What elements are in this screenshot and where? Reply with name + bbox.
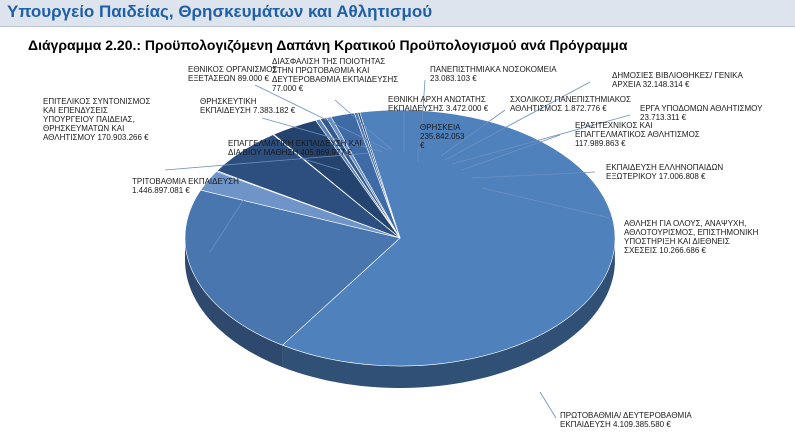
pie-slice-primary [281,109,616,367]
pie-slice-sport_all [357,111,401,239]
slice-label-primary: ΠΡΩΤΟΒΑΘΜΙΑ/ ΔΕΥΤΕΡΟΒΑΘΜΙΑ ΕΚΠΑΙΔΕΥΣΗ 4.1… [560,411,692,429]
leader-line-vocational [299,157,341,171]
slice-label-religions: ΘΡΗΣΚΕΙΑ 235.842.053 € [420,123,465,150]
leader-line-coordination [164,152,371,171]
leader-line-amateur_pro [461,134,561,171]
slice-label-infrastructure: ΕΡΓΑ ΥΠΟΔΟΜΩΝ ΑΘΛΗΤΙΣΜΟΥ 23.713.311 € [640,104,763,122]
leader-line-exams [254,84,389,151]
slice-label-amateur_pro: ΕΡΑΣΙΤΕΧΝΙΚΟΣ ΚΑΙ ΕΠΑΓΓΕΛΜΑΤΙΚΟΣ ΑΘΛΗΤΙΣΜ… [575,121,700,148]
leader-line-abroad [471,171,596,179]
slice-label-abroad: ΕΚΠΑΙΔΕΥΣΗ ΕΛΛΗΝΟΠΑΙΔΩΝ ΕΞΩΤΕΡΙΚΟΥ 17.006… [606,163,723,181]
slice-label-higher_ed_auth: ΕΘΝΙΚΗ ΑΡΧΗ ΑΝΩΤΑΤΗΣ ΕΚΠΑΙΔΕΥΣΗΣ 3.472.00… [388,95,489,113]
slice-label-hospitals: ΠΑΝΕΠΙΣΤΗΜΙΑΚΑ ΝΟΣΟΚΟΜΕΙΑ 23.083.103 € [430,65,557,83]
pie-side-tertiary [185,239,283,368]
pie-slice-tertiary [184,189,401,346]
slice-label-exams: ΕΘΝΙΚΟΣ ΟΡΓΑΝΙΣΜΟΣ ΕΞΕΤΑΣΕΩΝ 89.000 € [188,65,277,83]
leader-line-libraries [444,81,591,161]
slice-label-quality: ΔΙΑΣΦΑΛΙΣΗ ΤΗΣ ΠΟΙΟΤΗΤΑΣ ΣΤΗΝ ΠΡΩΤΟΒΑΘΜΙΑ… [272,57,398,93]
leader-line-quality [334,99,393,151]
leader-line-school_athletics [440,109,506,157]
leader-line-infrastructure [451,114,631,165]
slice-label-tertiary: ΤΡΙΤΟΒΑΘΜΙΑ ΕΚΠΑΙΔΕΥΣΗ 1.446.897.081 € [132,177,239,195]
leader-line-hospitals [419,79,426,153]
slice-label-vocational: ΕΠΑΓΓΕΛΜΑΤΙΚΗ ΕΚΠΑΙΔΕΥΣΗ ΚΑΙ ΔΙΑ ΒΙΟΥ ΜΑΘ… [228,139,362,157]
slice-label-sport_all: ΑΘΛΗΣΗ ΓΙΑ ΟΛΟΥΣ, ΑΝΑΨΥΧΗ, ΑΘΛΟΤΟΥΡΙΣΜΟΣ,… [624,219,759,255]
ministry-title: Υπουργείο Παιδείας, Θρησκευμάτων και Αθλ… [7,2,433,21]
slice-label-coordination: ΕΠΙΤΕΛΙΚΟΣ ΣΥΝΤΟΝΙΣΜΟΣ ΚΑΙ ΕΠΕΝΔΥΣΕΙΣ ΥΠΟΥ… [43,97,150,142]
chart-title: Διάγραμμα 2.20.: Προϋπολογιζόμενη Δαπάνη… [28,37,628,53]
leader-line-tertiary [209,189,251,253]
leader-line-primary [539,391,557,419]
slice-label-libraries: ΔΗΜΟΣΙΕΣ ΒΙΒΛΙΟΘΗΚΕΣ/ ΓΕΝΙΚΑ ΑΡΧΕΙΑ 32.14… [612,71,744,89]
slice-label-religious_ed: ΘΡΗΣΚΕΥΤΙΚΗ ΕΚΠΑΙΔΕΥΣΗ 7.383.182 € [200,97,296,115]
leader-line-sport_all [481,187,611,219]
pie-side-primary [282,242,615,388]
header-bar: Υπουργείο Παιδείας, Θρησκευμάτων και Αθλ… [0,0,795,27]
leader-line-religious_ed [261,117,384,153]
slice-label-school_athletics: ΣΧΟΛΙΚΟΣ/ ΠΑΝΕΠΙΣΤΗΜΙΑΚΟΣ ΑΘΛΗΤΙΣΜΟΣ 1.87… [510,95,631,113]
